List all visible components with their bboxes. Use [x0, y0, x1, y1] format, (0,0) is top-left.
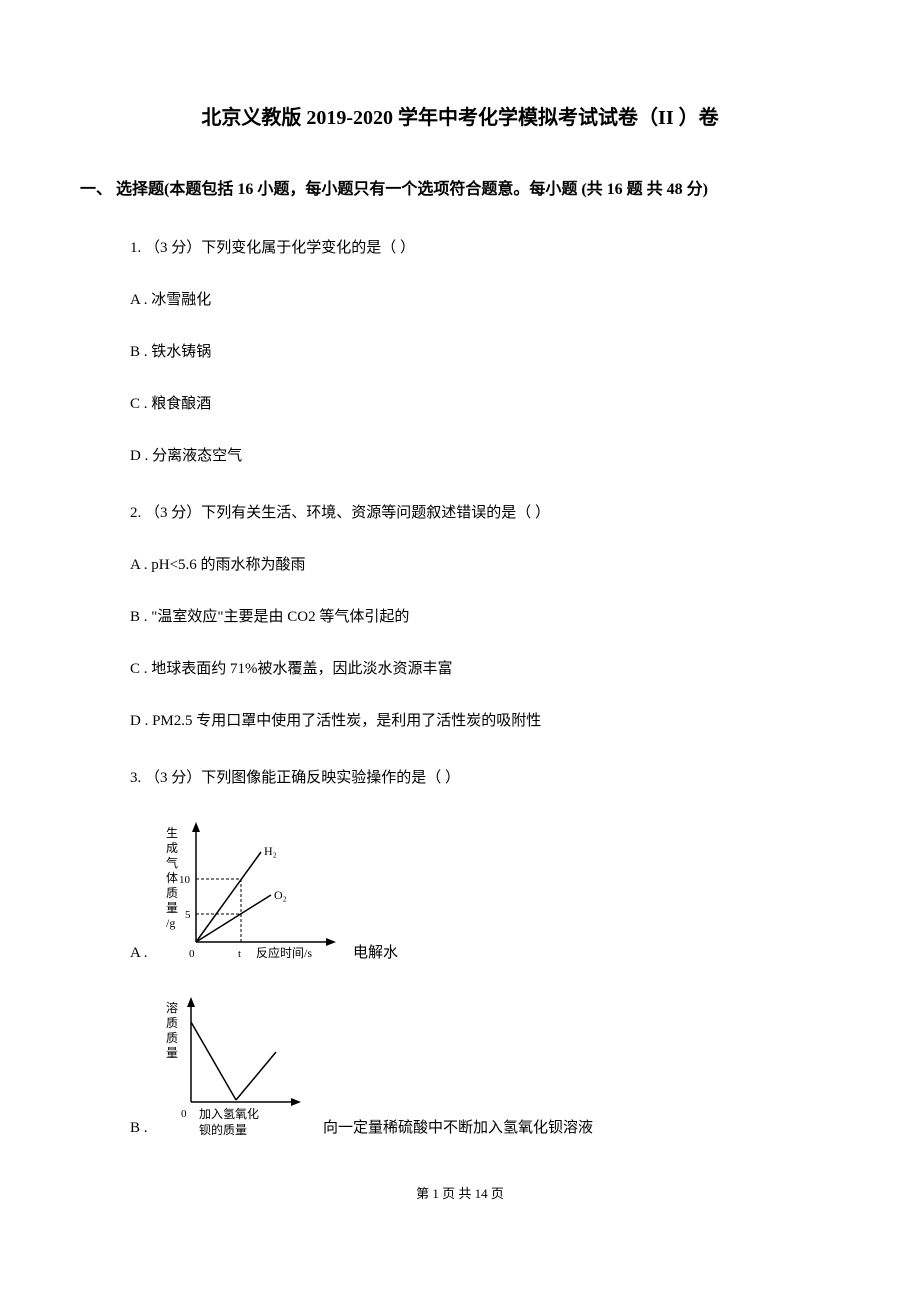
- chart-a-o2-label: O₂: [274, 888, 287, 902]
- chart-b-ylabel-2: 质: [166, 1016, 178, 1030]
- chart-a-xtick-t: t: [238, 948, 241, 960]
- q3-chartA-desc: 电解水: [353, 940, 398, 967]
- question-2: 2. （3 分）下列有关生活、环境、资源等问题叙述错误的是（ ） A . pH<…: [130, 500, 840, 735]
- chart-a-ylabel-6: 量: [166, 901, 178, 915]
- chart-a-ylabel-1: 生: [166, 826, 178, 840]
- q1-option-c: C . 粮食酿酒: [130, 391, 840, 418]
- chart-b-svg: 溶 质 质 量 0 加入氢氧化 钡的质量: [161, 992, 311, 1142]
- q3-option-a-row: A . 生 成 气 体 质 量 /g H₂ O₂ 10: [130, 817, 840, 967]
- chart-a-ylabel-7: /g: [166, 916, 175, 930]
- page-footer: 第 1 页 共 14 页: [80, 1182, 840, 1205]
- chart-a-xtick-0: 0: [189, 948, 195, 960]
- chart-b-x-arrow: [291, 1098, 301, 1106]
- q3-option-b-row: B . 溶 质 质 量 0 加入氢氧化 钡的质量 向一定量稀硫酸中不断加入氢氧化…: [130, 992, 840, 1142]
- chart-a-ylabel-5: 质: [166, 886, 178, 900]
- chart-a-ytick-5: 5: [185, 909, 191, 921]
- q2-option-b: B . "温室效应"主要是由 CO2 等气体引起的: [130, 604, 840, 631]
- chart-a-ylabel-2: 成: [166, 841, 178, 855]
- question-1: 1. （3 分）下列变化属于化学变化的是（ ） A . 冰雪融化 B . 铁水铸…: [130, 235, 840, 470]
- chart-a-xlabel: 反应时间/s: [256, 945, 312, 960]
- chart-b-line-up: [236, 1052, 276, 1100]
- q1-option-a: A . 冰雪融化: [130, 287, 840, 314]
- q2-option-d: D . PM2.5 专用口罩中使用了活性炭，是利用了活性炭的吸附性: [130, 708, 840, 735]
- q1-text: 1. （3 分）下列变化属于化学变化的是（ ）: [130, 235, 840, 262]
- chart-b-ylabel-1: 溶: [166, 1000, 178, 1015]
- q3-optA-letter: A .: [130, 940, 148, 967]
- q3-text: 3. （3 分）下列图像能正确反映实验操作的是（ ）: [130, 765, 840, 792]
- q1-option-d: D . 分离液态空气: [130, 443, 840, 470]
- chart-b-xlabel-1: 加入氢氧化: [199, 1106, 259, 1121]
- chart-a-ytick-10: 10: [179, 874, 191, 886]
- chart-a-line-h2: [196, 852, 261, 942]
- chart-a-h2-label: H₂: [264, 844, 277, 858]
- question-3: 3. （3 分）下列图像能正确反映实验操作的是（ ） A . 生 成 气 体 质…: [130, 765, 840, 1142]
- chart-b-y-arrow: [187, 997, 195, 1007]
- chart-a-x-arrow: [326, 938, 336, 946]
- chart-a-y-arrow: [192, 822, 200, 832]
- chart-a-ylabel-4: 体: [166, 871, 178, 885]
- q3-chart-a: 生 成 气 体 质 量 /g H₂ O₂ 10 5 0: [161, 817, 341, 967]
- chart-a-line-o2: [196, 895, 271, 942]
- chart-b-xlabel-2: 钡的质量: [199, 1122, 247, 1137]
- q2-option-c: C . 地球表面约 71%被水覆盖，因此淡水资源丰富: [130, 656, 840, 683]
- chart-b-ylabel-3: 质: [166, 1031, 178, 1045]
- q3-optB-letter: B .: [130, 1115, 148, 1142]
- q3-chartB-desc: 向一定量稀硫酸中不断加入氢氧化钡溶液: [323, 1115, 593, 1142]
- q1-option-b: B . 铁水铸锅: [130, 339, 840, 366]
- chart-b-xtick-0: 0: [181, 1108, 187, 1120]
- chart-b-line-down: [191, 1022, 236, 1100]
- q2-text: 2. （3 分）下列有关生活、环境、资源等问题叙述错误的是（ ）: [130, 500, 840, 527]
- chart-a-ylabel-3: 气: [166, 855, 178, 870]
- section-header: 一、 选择题(本题包括 16 小题，每小题只有一个选项符合题意。每小题 (共 1…: [80, 176, 840, 205]
- chart-a-svg: 生 成 气 体 质 量 /g H₂ O₂ 10 5 0: [161, 817, 341, 967]
- q3-chart-b: 溶 质 质 量 0 加入氢氧化 钡的质量: [161, 992, 311, 1142]
- chart-b-ylabel-4: 量: [166, 1046, 178, 1060]
- q2-option-a: A . pH<5.6 的雨水称为酸雨: [130, 552, 840, 579]
- exam-title: 北京义教版 2019-2020 学年中考化学模拟考试试卷（II ）卷: [80, 100, 840, 136]
